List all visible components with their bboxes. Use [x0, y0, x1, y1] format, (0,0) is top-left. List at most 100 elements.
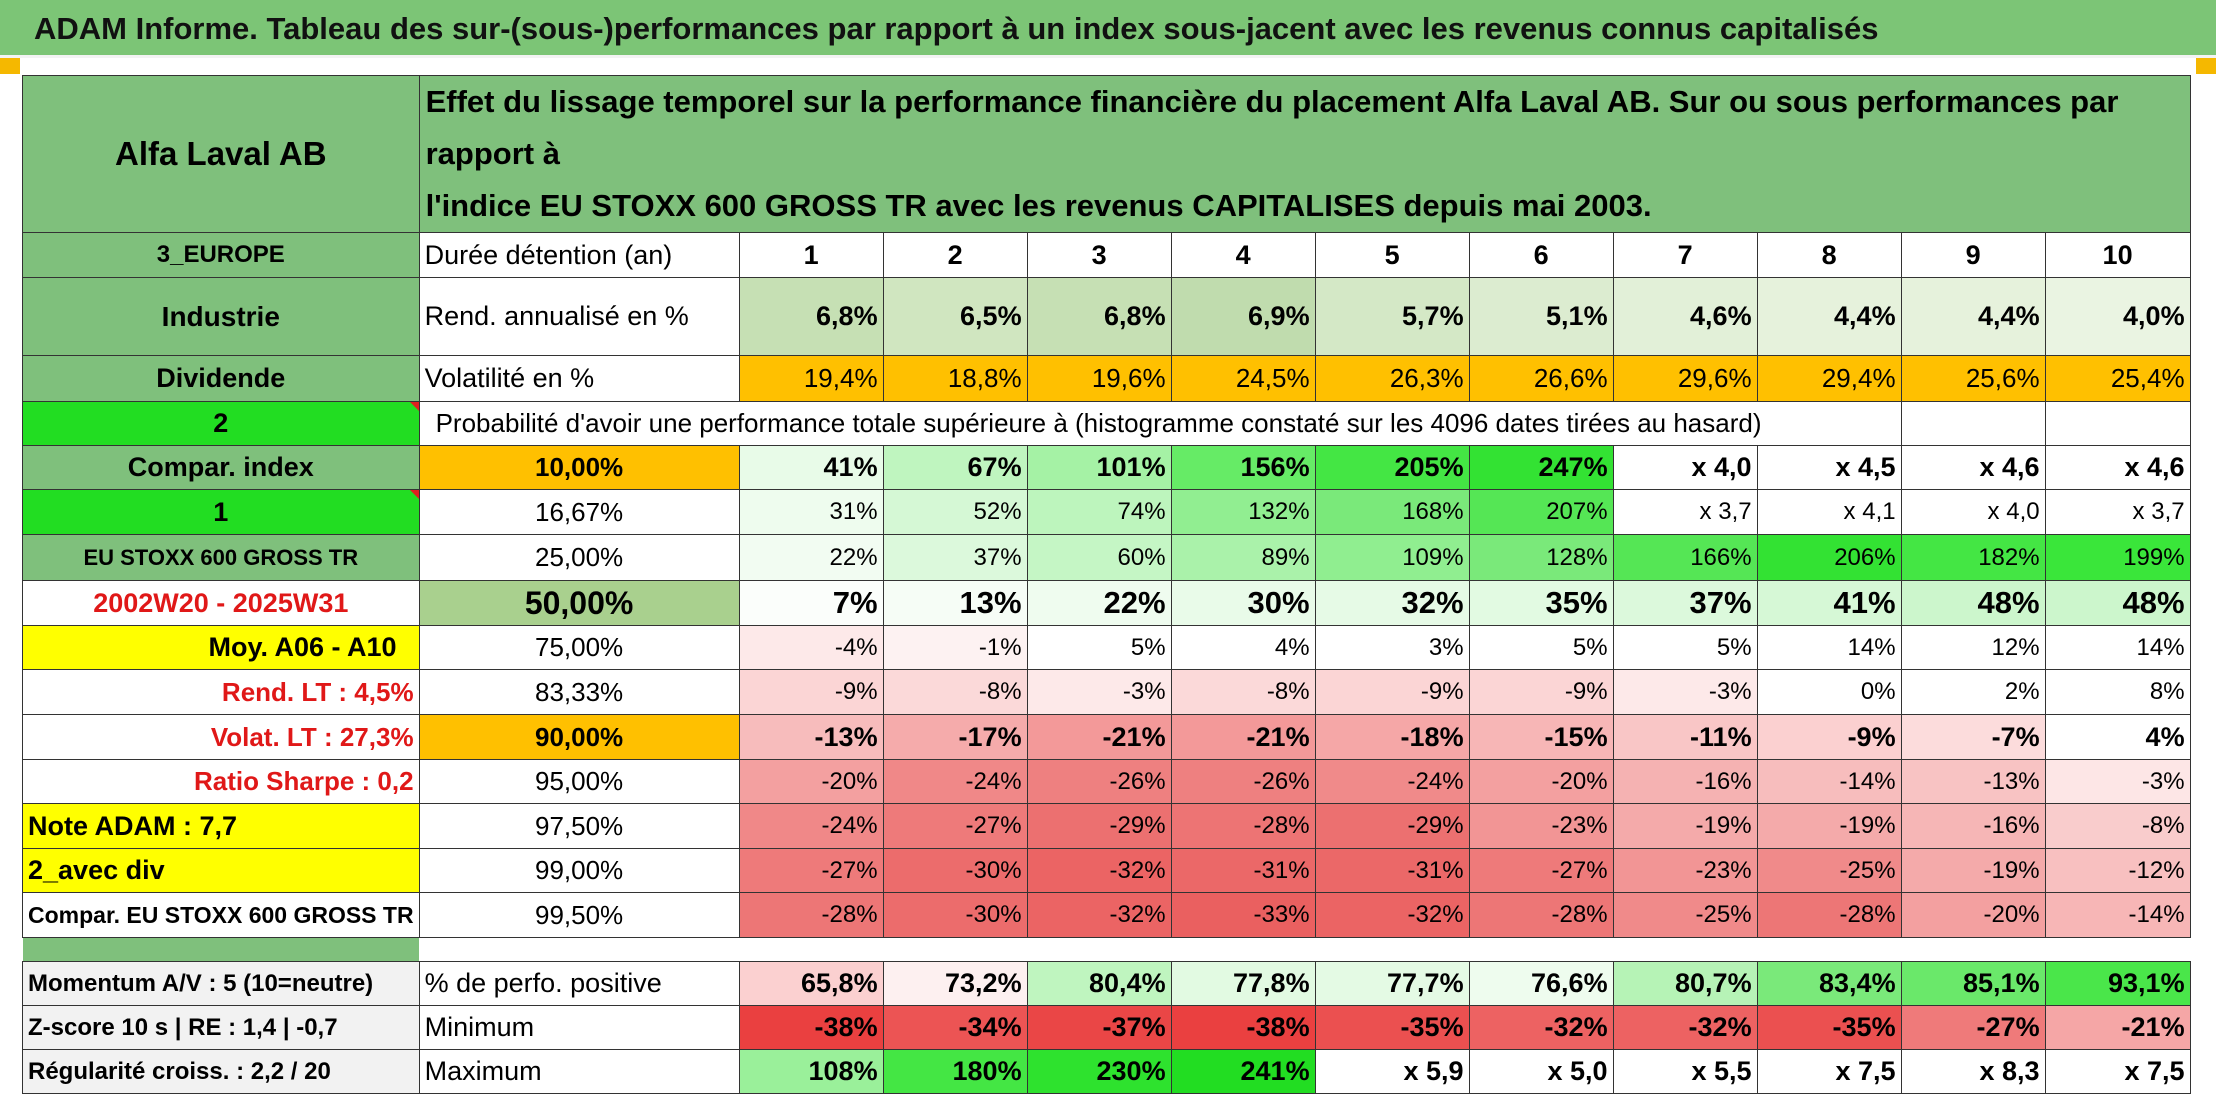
performance-cell: -29% [1026, 803, 1172, 849]
performance-cell: -33% [1170, 892, 1316, 938]
stat-cell: -27% [1900, 1005, 2046, 1050]
performance-cell: -13% [738, 714, 884, 760]
performance-cell: 8% [2044, 669, 2191, 715]
volatility-cell: 26,6% [1468, 355, 1614, 402]
performance-cell: 52% [882, 489, 1028, 535]
probability-row: 2 Probabilité d'avoir une performance to… [22, 401, 2191, 446]
performance-cell: 32% [1314, 580, 1470, 626]
percentile-row: Ratio Sharpe : 0,2 95,00% -20% -24% -26% -26%… [22, 759, 2191, 804]
performance-cell: 12% [1900, 625, 2046, 670]
percentile-cell: 95,00% [418, 759, 740, 804]
spacer-cell [1757, 937, 1902, 962]
stat-cell: 241% [1170, 1049, 1316, 1094]
year-header: 10 [2044, 232, 2191, 278]
stat-cell: -21% [2044, 1005, 2191, 1050]
performance-cell: 22% [1026, 580, 1172, 626]
performance-cell: 60% [1026, 534, 1172, 581]
side-label: 1 [22, 489, 420, 535]
stat-cell: 77,7% [1314, 961, 1470, 1006]
spacer-cell [1315, 937, 1470, 962]
year-header: 1 [738, 232, 884, 278]
side-label: Compar. index [22, 445, 420, 490]
stat-cell: 80,4% [1026, 961, 1172, 1006]
performance-cell: 132% [1170, 489, 1316, 535]
annual-return-cell: 5,1% [1468, 277, 1614, 356]
percentile-cell: 99,50% [418, 892, 740, 938]
performance-cell: 2% [1900, 669, 2046, 715]
performance-cell: 5% [1612, 625, 1758, 670]
stat-cell: x 7,5 [1756, 1049, 1902, 1094]
performance-cell: -9% [1468, 669, 1614, 715]
region-label: 3_EUROPE [22, 232, 420, 278]
performance-cell: -23% [1612, 848, 1758, 893]
company-name: Alfa Laval AB [22, 75, 420, 233]
annual-return-cell: 5,7% [1314, 277, 1470, 356]
performance-cell: 35% [1468, 580, 1614, 626]
performance-cell: 207% [1468, 489, 1614, 535]
stat-cell: 76,6% [1468, 961, 1614, 1006]
percentile-cell: 50,00% [418, 580, 740, 626]
volatility-cell: 24,5% [1170, 355, 1316, 402]
spacer-cell [1027, 937, 1172, 962]
performance-cell: -32% [1026, 892, 1172, 938]
spacer-cell [2045, 937, 2191, 962]
stat-label: % de perfo. positive [418, 961, 740, 1006]
performance-cell: -28% [1468, 892, 1614, 938]
performance-cell: 5% [1026, 625, 1172, 670]
percentile-row: 1 16,67% 31% 52% 74% 132% 168% 207% x 3,7 x 4,1 x … [22, 489, 2191, 535]
stat-cell: 77,8% [1170, 961, 1316, 1006]
performance-cell: x 4,0 [1612, 445, 1758, 490]
percentile-cell: 90,00% [418, 714, 740, 760]
year-header: 4 [1170, 232, 1316, 278]
performance-cell: -30% [882, 848, 1028, 893]
corner-marker [0, 58, 20, 74]
performance-cell: -15% [1468, 714, 1614, 760]
performance-cell: -26% [1170, 759, 1316, 804]
performance-cell: x 4,6 [1900, 445, 2046, 490]
volatility-cell: 18,8% [882, 355, 1028, 402]
spacer-cell [1171, 937, 1316, 962]
performance-cell: 74% [1026, 489, 1172, 535]
year-header: 3 [1026, 232, 1172, 278]
annual-return-cell: 6,9% [1170, 277, 1316, 356]
performance-cell: -9% [1756, 714, 1902, 760]
volatility-cell: 25,4% [2044, 355, 2191, 402]
stat-cell: -32% [1612, 1005, 1758, 1050]
spacer-cell [883, 937, 1028, 962]
performance-cell: x 4,6 [2044, 445, 2191, 490]
percentile-row: Rend. LT : 4,5% 83,33% -9% -8% -3% -8% -9% -9% -… [22, 669, 2191, 715]
performance-cell: -23% [1468, 803, 1614, 849]
percentile-cell: 83,33% [418, 669, 740, 715]
performance-cell: 199% [2044, 534, 2191, 581]
performance-cell: -11% [1612, 714, 1758, 760]
performance-cell: 48% [1900, 580, 2046, 626]
year-header: 8 [1756, 232, 1902, 278]
performance-cell: x 3,7 [1612, 489, 1758, 535]
performance-cell: -19% [1900, 848, 2046, 893]
corner-marker [2196, 58, 2216, 74]
performance-cell: 13% [882, 580, 1028, 626]
annual-return-cell: 4,6% [1612, 277, 1758, 356]
percentile-row: Volat. LT : 27,3% 90,00% -13% -17% -21% -21% -… [22, 714, 2191, 760]
spacer-cell [419, 937, 740, 962]
stat-cell: x 7,5 [2044, 1049, 2191, 1094]
performance-cell: 48% [2044, 580, 2191, 626]
performance-cell: -14% [2044, 892, 2191, 938]
year-header: 9 [1900, 232, 2046, 278]
performance-cell: -9% [738, 669, 884, 715]
performance-cell: 31% [738, 489, 884, 535]
percentile-row: Compar. EU STOXX 600 GROSS TR 99,50% -28% -… [22, 892, 2191, 938]
return-row: Industrie Rend. annualisé en % 6,8% 6,5% 6… [22, 277, 2191, 356]
percentile-cell: 16,67% [418, 489, 740, 535]
sector-label: Industrie [22, 277, 420, 356]
volatility-cell: 26,3% [1314, 355, 1470, 402]
performance-cell: 30% [1170, 580, 1316, 626]
performance-cell: -16% [1612, 759, 1758, 804]
performance-cell: -19% [1612, 803, 1758, 849]
spacer-cell [1469, 937, 1614, 962]
performance-table: Alfa Laval AB Effet du lissage temporel … [22, 75, 2191, 1094]
performance-cell: -19% [1756, 803, 1902, 849]
percentile-row: EU STOXX 600 GROSS TR 25,00% 22% 37% 60% 89% 1… [22, 534, 2191, 581]
annual-return-cell: 6,8% [738, 277, 884, 356]
percentile-row: Moy. A06 - A10 75,00% -4% -1% 5% 4% 3% 5% 5% 14% 1… [22, 625, 2191, 670]
